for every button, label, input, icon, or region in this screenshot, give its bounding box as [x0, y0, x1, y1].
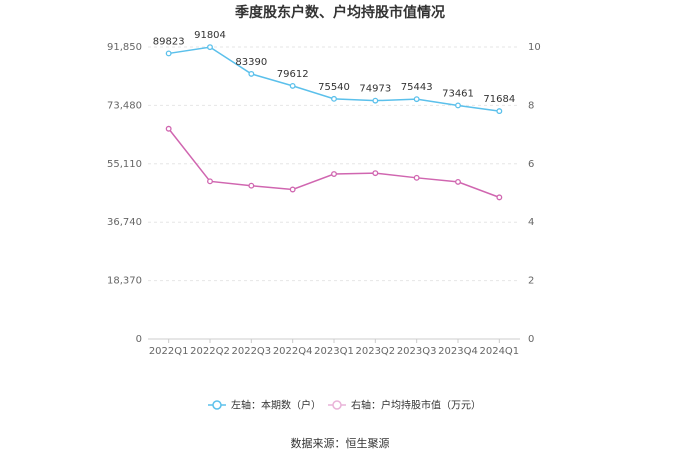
- data-point[interactable]: [207, 178, 213, 185]
- x-tick-label: 2023Q4: [438, 346, 478, 357]
- data-point[interactable]: [496, 194, 503, 201]
- x-tick-label: 2023Q2: [355, 346, 395, 357]
- data-point[interactable]: [496, 108, 503, 115]
- data-point[interactable]: [372, 97, 379, 104]
- data-point[interactable]: [413, 96, 420, 103]
- x-tick-label: 2022Q2: [190, 346, 230, 357]
- legend-label: 左轴：本期数（户）: [231, 399, 321, 412]
- right-tick-label: 6: [528, 159, 534, 170]
- data-label: 71684: [483, 94, 515, 105]
- data-point[interactable]: [207, 44, 213, 51]
- series-line-right: [168, 128, 500, 199]
- data-point[interactable]: [372, 170, 379, 177]
- data-label: 75540: [318, 82, 350, 93]
- data-label: 74973: [359, 84, 391, 95]
- left-tick-label: 55,110: [107, 159, 142, 170]
- x-tick-label: 2023Q3: [397, 346, 437, 357]
- data-point[interactable]: [413, 174, 420, 181]
- data-point[interactable]: [289, 82, 296, 89]
- data-label: 73461: [442, 88, 474, 99]
- legend-label: 右轴：户均持股市值（万元）: [351, 399, 481, 412]
- x-tick-label: 2022Q3: [231, 346, 271, 357]
- data-point[interactable]: [165, 125, 172, 132]
- data-source: 数据来源：恒生聚源: [291, 436, 390, 450]
- legend-item-left[interactable]: 左轴：本期数（户）: [208, 399, 321, 412]
- data-label: 79612: [277, 69, 309, 80]
- left-tick-label: 18,370: [107, 276, 142, 287]
- right-tick-label: 10: [528, 42, 541, 53]
- x-tick-label: 2024Q1: [479, 346, 519, 357]
- data-point[interactable]: [248, 182, 255, 189]
- left-tick-label: 91,850: [107, 42, 142, 53]
- data-point[interactable]: [455, 102, 461, 109]
- right-axis: 0 2 4 6 8 10: [528, 42, 541, 345]
- data-label: 91804: [194, 30, 226, 41]
- left-axis: 0 18,370 36,740 55,110 73,480 91,850: [107, 42, 142, 345]
- left-tick-label: 73,480: [107, 100, 142, 111]
- left-tick-label: 36,740: [107, 217, 142, 228]
- legend-marker-icon: [332, 400, 342, 410]
- data-point[interactable]: [331, 95, 337, 102]
- data-point[interactable]: [289, 186, 296, 193]
- x-tick-label: 2022Q1: [149, 346, 189, 357]
- right-tick-label: 8: [528, 100, 534, 111]
- data-point[interactable]: [331, 171, 337, 177]
- data-point[interactable]: [455, 178, 461, 185]
- right-tick-label: 0: [528, 334, 534, 345]
- data-label: 89823: [153, 36, 185, 47]
- series-group: 89823 91804 83390 79612 75540 74973 75443 73461…: [153, 30, 515, 201]
- data-label: 75443: [401, 82, 433, 93]
- data-label: 83390: [235, 57, 267, 68]
- legend-marker-icon: [212, 400, 222, 410]
- right-tick-label: 2: [528, 276, 534, 287]
- x-tick-label: 2022Q4: [273, 346, 313, 357]
- legend-item-right[interactable]: 右轴：户均持股市值（万元）: [328, 399, 481, 412]
- right-tick-label: 4: [528, 217, 534, 228]
- x-axis: 2022Q1 2022Q2 2022Q3 2022Q4 2023Q1 2023Q2 2023…: [149, 339, 519, 357]
- chart-title: 季度股东户数、户均持股市值情况: [234, 4, 445, 21]
- legend[interactable]: 左轴：本期数（户） 右轴：户均持股市值（万元）: [208, 399, 481, 412]
- data-point[interactable]: [165, 50, 172, 57]
- left-tick-label: 0: [136, 334, 142, 345]
- x-tick-label: 2023Q1: [314, 346, 354, 357]
- data-point[interactable]: [248, 70, 255, 77]
